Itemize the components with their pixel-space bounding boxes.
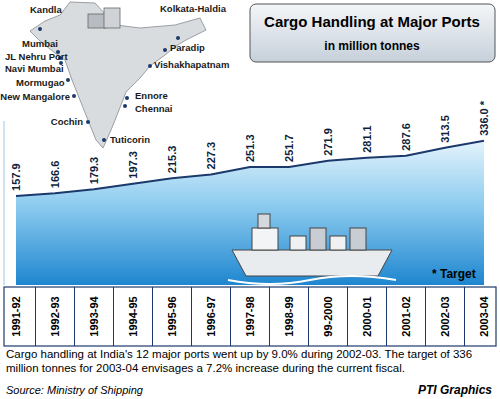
x-tick-label: 1993-94 <box>88 295 100 336</box>
ship-funnel <box>258 214 270 228</box>
data-label: 215.3 <box>166 146 178 174</box>
credit: PTI Graphics <box>418 383 492 397</box>
category-separator <box>347 287 348 346</box>
data-label: 251.7 <box>283 134 295 162</box>
x-tick-label: 1998-99 <box>283 296 295 336</box>
annotation: * Target <box>432 267 476 281</box>
y-axis-line <box>4 121 5 285</box>
port-label: JL Nehru Port <box>5 51 68 62</box>
ship-cargo <box>350 228 366 250</box>
x-tick-label: 2003-04 <box>478 295 490 336</box>
source: Source: Ministry of Shipping <box>6 384 143 396</box>
port-label: Tuticorin <box>110 134 150 145</box>
port-dot <box>148 64 152 68</box>
port-label: Navi Mumbai <box>5 63 64 74</box>
port-label: Kandla <box>30 4 62 15</box>
port-label: Vishakhapatnam <box>154 59 229 70</box>
ship-cargo <box>290 236 306 250</box>
data-label: 287.6 <box>400 123 412 151</box>
x-axis-band <box>4 287 496 346</box>
category-separator <box>35 287 36 346</box>
title: Cargo Handling at Major Ports <box>264 13 480 30</box>
ship-cargo <box>310 228 326 250</box>
data-label: 313.5 <box>439 115 451 143</box>
port-dot <box>176 36 180 40</box>
x-tick-label: 2000-01 <box>361 296 373 336</box>
ship-hull <box>232 250 392 276</box>
port-dot <box>163 48 167 52</box>
category-separator <box>74 287 75 346</box>
port-dot <box>102 138 106 142</box>
port-label: New Mangalore <box>0 91 70 102</box>
x-tick-label: 1995-96 <box>166 296 178 336</box>
data-label: 197.3 <box>127 151 139 179</box>
x-tick-label: 1992-93 <box>49 296 61 336</box>
x-tick-label: 1994-95 <box>127 296 139 336</box>
category-separator <box>230 287 231 346</box>
data-label: 271.9 <box>322 128 334 156</box>
x-tick-label: 99-2000 <box>322 296 334 336</box>
container-icon <box>88 14 106 28</box>
port-dot <box>125 96 129 100</box>
ship-cargo <box>330 236 346 250</box>
port-dot <box>123 104 127 108</box>
data-label: 166.6 <box>49 161 61 189</box>
title-box <box>250 4 495 62</box>
ship-wake <box>228 276 396 284</box>
india-outline <box>30 2 206 148</box>
map: KandlaKolkata-HaldiaMumbaiJL Nehru PortN… <box>0 2 229 148</box>
port-label: Paradip <box>170 42 205 53</box>
ship-illustration <box>228 214 396 284</box>
port-dot <box>86 120 90 124</box>
category-separator <box>191 287 192 346</box>
caption: Cargo handling at India's 12 major ports… <box>6 348 494 375</box>
chart-canvas: KandlaKolkata-HaldiaMumbaiJL Nehru PortN… <box>0 0 500 399</box>
x-tick-label: 1996-97 <box>205 296 217 336</box>
port-label: Mumbai <box>22 38 58 49</box>
data-label: 281.1 <box>361 125 373 153</box>
port-dot <box>72 94 76 98</box>
x-tick-label: 2001-02 <box>400 296 412 336</box>
data-label: 251.3 <box>244 134 256 162</box>
subtitle: in million tonnes <box>324 39 420 53</box>
port-dot <box>38 27 42 31</box>
port-label: Chennai <box>135 103 172 114</box>
category-separator <box>113 287 114 346</box>
container-icon <box>104 8 120 28</box>
x-tick-label: 2002-03 <box>439 296 451 336</box>
port-label: Ennore <box>135 90 168 101</box>
category-separator <box>386 287 387 346</box>
x-tick-label: 1991-92 <box>10 296 22 336</box>
x-axis: 1991-92 1992-93 1993-94 1994-95 1995-96 1996-… <box>4 287 496 346</box>
category-separator <box>269 287 270 346</box>
port-label: Cochin <box>51 116 83 127</box>
data-label: 157.9 <box>10 163 22 191</box>
data-label: 227.3 <box>205 142 217 170</box>
data-label: 179.3 <box>88 157 100 185</box>
x-tick-label: 1997-98 <box>244 296 256 336</box>
port-dot <box>66 78 70 82</box>
category-separator <box>425 287 426 346</box>
category-separator <box>464 287 465 346</box>
port-label: Kolkata-Haldia <box>160 3 227 14</box>
category-separator <box>152 287 153 346</box>
ship-cabin <box>252 228 278 250</box>
port-label: Mormugao <box>16 77 65 88</box>
category-separator <box>308 287 309 346</box>
data-label: 336.0 * <box>478 100 490 136</box>
